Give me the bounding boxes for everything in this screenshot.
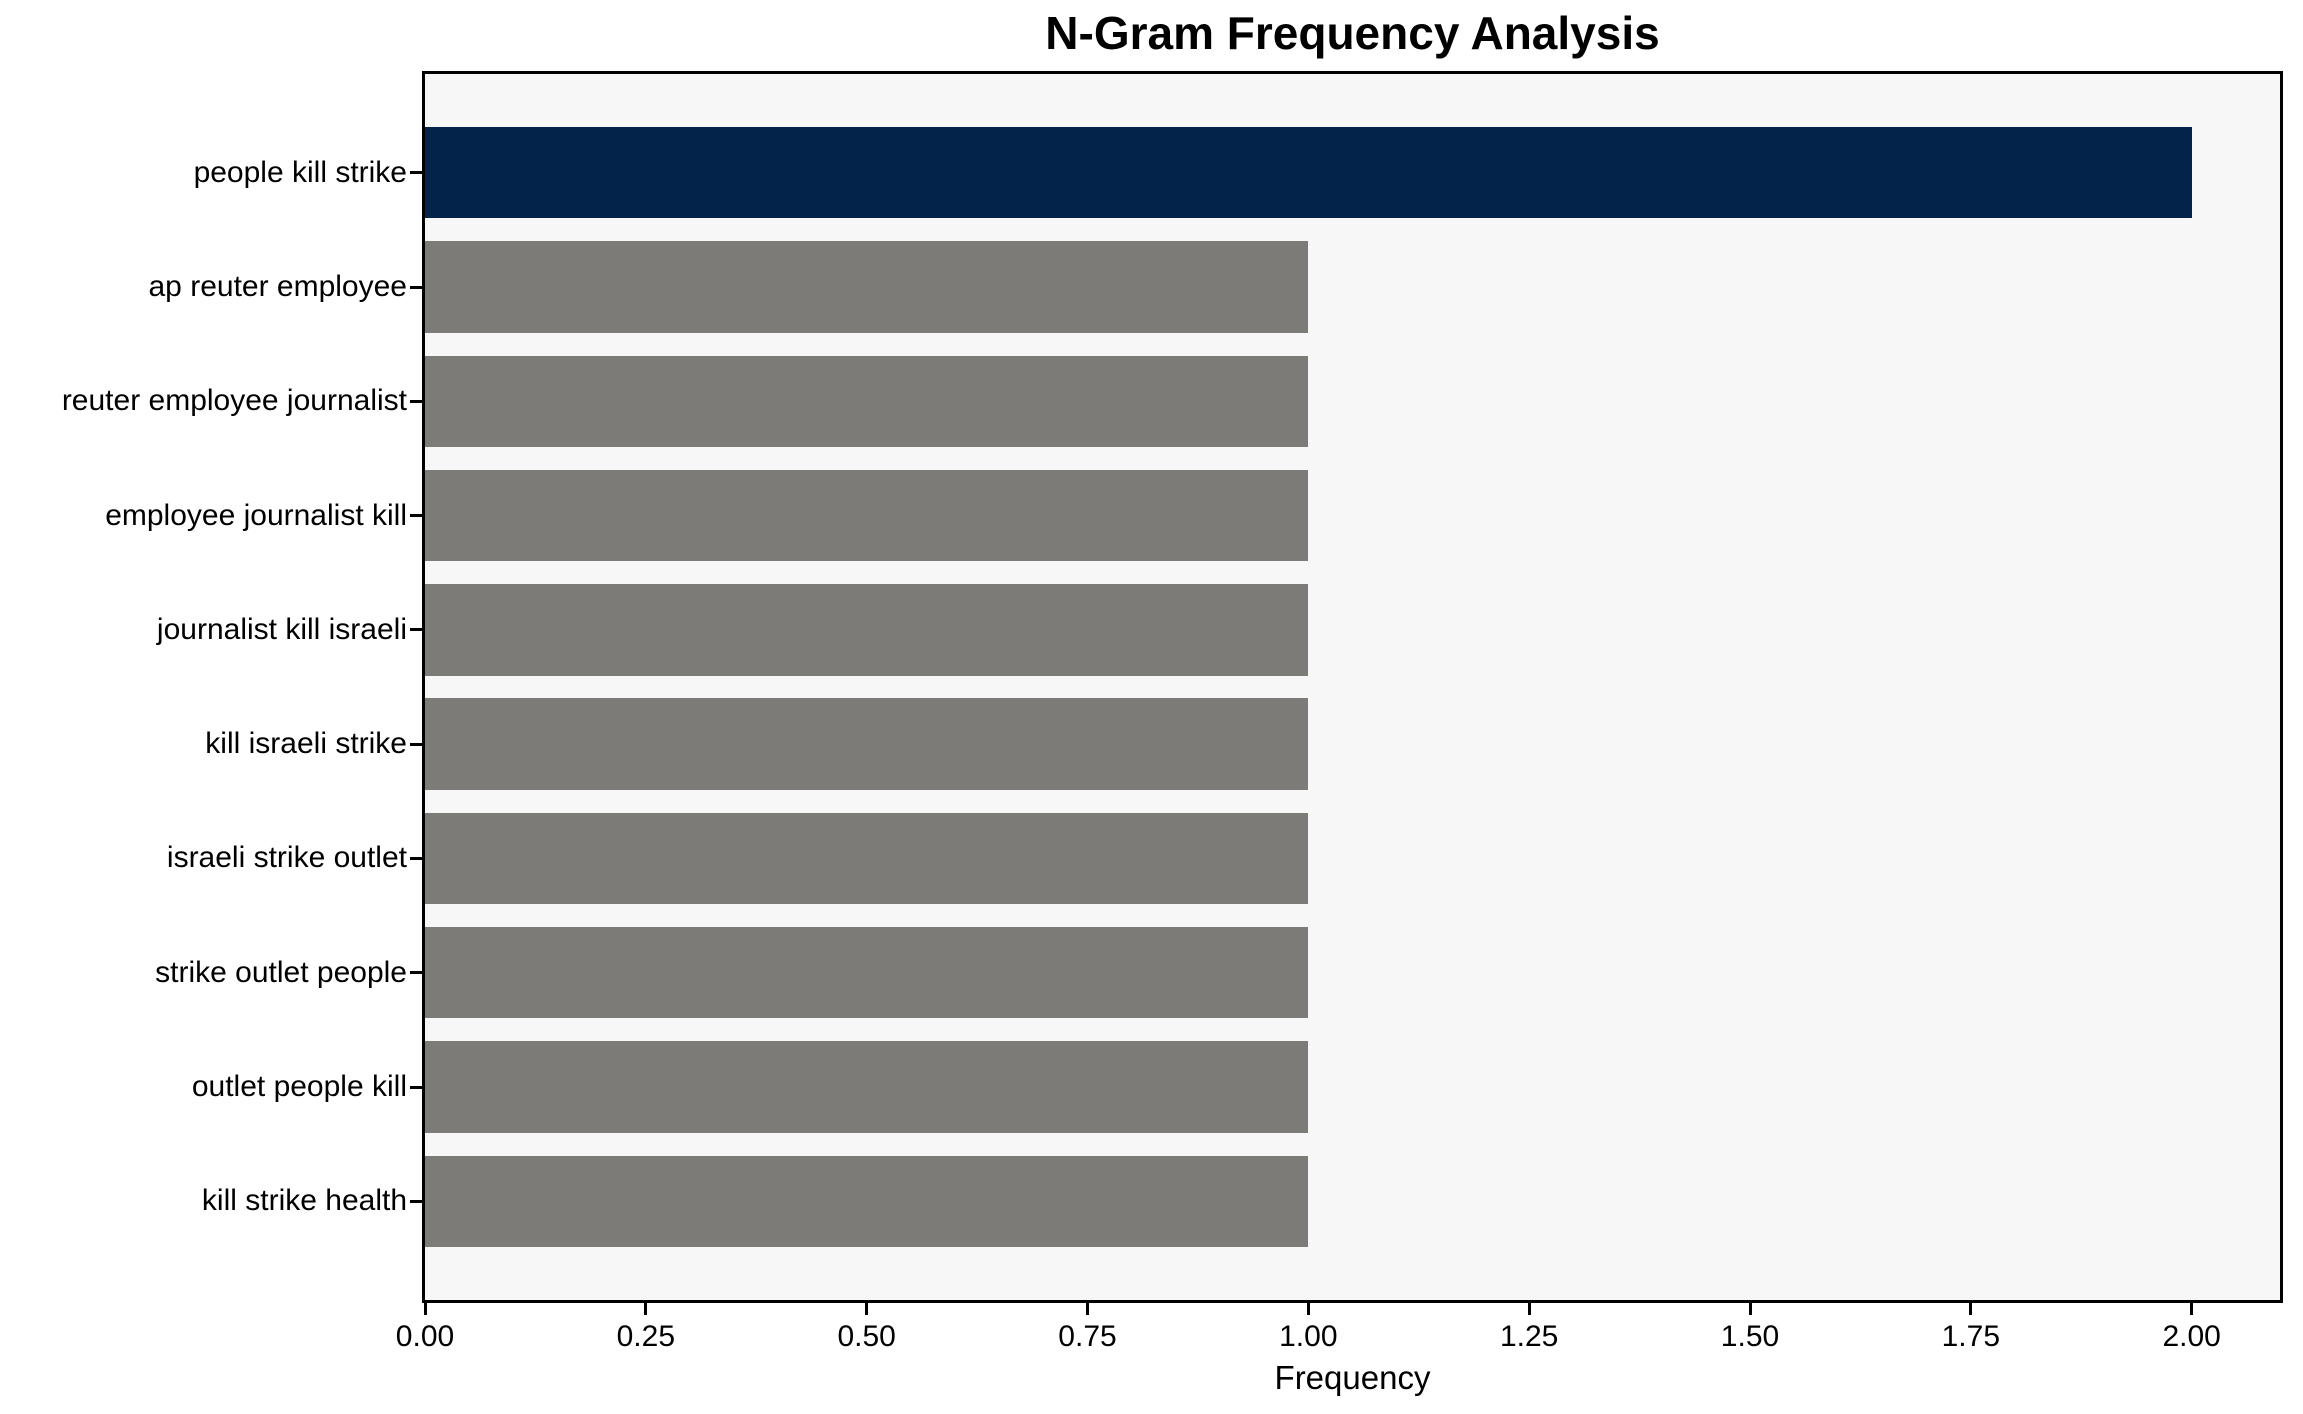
x-tick-mark xyxy=(1306,1303,1310,1315)
x-tick-mark xyxy=(1527,1303,1531,1315)
bar xyxy=(425,1155,1309,1247)
bar xyxy=(425,1041,1309,1133)
x-tick-mark xyxy=(1748,1303,1752,1315)
y-tick-mark xyxy=(410,285,422,289)
chart-title: N-Gram Frequency Analysis xyxy=(1045,7,1660,59)
y-tick-label: strike outlet people xyxy=(155,955,407,989)
x-tick-label: 0.25 xyxy=(616,1320,676,1353)
y-tick-mark xyxy=(410,171,422,175)
y-tick-mark xyxy=(410,971,422,975)
y-tick-label: ap reuter employee xyxy=(148,270,408,303)
x-axis-label: Frequency xyxy=(1274,1359,1431,1396)
x-tick-label: 1.00 xyxy=(1279,1320,1338,1353)
x-tick-label: 0.00 xyxy=(395,1320,455,1353)
y-tick-mark xyxy=(410,742,422,746)
bar xyxy=(425,927,1309,1019)
bar xyxy=(425,127,2192,219)
x-tick-label: 1.75 xyxy=(1941,1320,2001,1353)
bar xyxy=(425,241,1309,333)
bar xyxy=(425,698,1309,790)
x-tick-mark xyxy=(2190,1303,2194,1315)
x-tick-label: 1.25 xyxy=(1499,1320,1559,1353)
y-tick-mark xyxy=(410,628,422,632)
y-tick-label: people kill strike xyxy=(193,155,407,189)
y-tick-mark xyxy=(410,399,422,403)
y-tick-mark xyxy=(410,1199,422,1203)
x-tick-label: 0.50 xyxy=(837,1320,896,1353)
bar xyxy=(425,469,1309,562)
bar xyxy=(425,355,1309,447)
y-tick-label: kill strike health xyxy=(201,1184,407,1218)
y-tick-mark xyxy=(410,856,422,860)
y-tick-label: journalist kill israeli xyxy=(156,612,407,646)
y-tick-label: reuter employee journalist xyxy=(61,384,407,418)
x-tick-mark xyxy=(644,1303,648,1315)
x-tick-label: 1.50 xyxy=(1720,1320,1780,1353)
y-tick-label: kill israeli strike xyxy=(205,727,407,761)
y-tick-label: outlet people kill xyxy=(191,1070,407,1103)
plot-area xyxy=(422,71,2283,1303)
x-tick-mark xyxy=(423,1303,427,1315)
x-tick-label: 2.00 xyxy=(2162,1320,2221,1353)
x-tick-mark xyxy=(1969,1303,1973,1315)
y-tick-mark xyxy=(410,1085,422,1089)
x-tick-label: 0.75 xyxy=(1058,1320,1117,1353)
y-tick-label: employee journalist kill xyxy=(105,498,407,532)
bar xyxy=(425,812,1309,905)
x-tick-mark xyxy=(1086,1303,1089,1315)
y-tick-mark xyxy=(410,514,422,518)
bar xyxy=(425,584,1309,676)
y-tick-label: israeli strike outlet xyxy=(166,841,407,875)
x-tick-mark xyxy=(865,1303,869,1315)
